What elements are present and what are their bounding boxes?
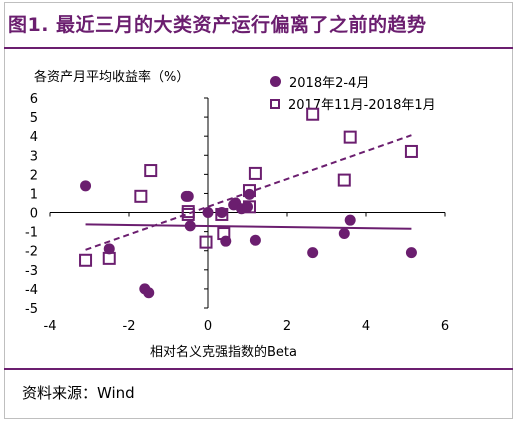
- data-point-circle: [202, 207, 214, 219]
- data-point-circle: [143, 287, 155, 299]
- data-point-square: [134, 189, 148, 203]
- y-tick-label: 5: [30, 111, 38, 126]
- legend-item-series-2: 2017年11月-2018年1月: [270, 94, 436, 113]
- legend-circle-marker: [270, 76, 281, 87]
- y-tick-label: 1: [30, 187, 38, 202]
- legend-label-series-1: 2018年2-4月: [289, 76, 370, 91]
- data-point-square: [404, 144, 418, 158]
- data-point-square: [306, 107, 320, 121]
- y-tick-label: -5: [25, 302, 38, 317]
- data-point-circle: [182, 190, 194, 202]
- legend-item-series-1: 2018年2-4月: [270, 72, 369, 91]
- y-axis-label: 各资产月平均收益率（%）: [34, 70, 190, 85]
- x-tick-label: 2: [283, 319, 291, 334]
- y-tick-label: -3: [25, 264, 38, 279]
- data-point-circle: [80, 180, 92, 192]
- y-tick-label: 2: [30, 168, 38, 183]
- trend-line-series-1: [85, 223, 412, 230]
- y-tick-label: 0: [30, 207, 38, 222]
- x-tick-label: 4: [362, 319, 370, 334]
- chart-title: 图1. 最近三月的大类资产运行偏离了之前的趋势: [8, 14, 427, 36]
- y-tick-label: 3: [30, 149, 38, 164]
- data-point-square: [199, 235, 213, 249]
- y-tick-label: 6: [30, 92, 38, 107]
- data-point-square: [248, 166, 262, 180]
- chart-frame: [4, 2, 513, 419]
- data-point-circle: [405, 247, 417, 259]
- data-point-circle: [344, 214, 356, 226]
- x-tick-label: -2: [123, 319, 136, 334]
- y-tick-label: -4: [25, 283, 38, 298]
- data-point-circle: [307, 247, 319, 259]
- x-tick-label: 0: [204, 319, 212, 334]
- data-point-square: [79, 253, 93, 267]
- x-tick-label: -4: [44, 319, 57, 334]
- data-point-square: [343, 130, 357, 144]
- x-tick-label: 6: [441, 319, 449, 334]
- legend-label-series-2: 2017年11月-2018年1月: [288, 98, 436, 113]
- x-axis-label: 相对名义克强指数的Beta: [150, 345, 297, 360]
- y-tick-label: 4: [30, 130, 38, 145]
- data-point-square: [242, 184, 256, 198]
- source-note: 资料来源：Wind: [22, 384, 135, 402]
- data-point-square: [181, 207, 195, 221]
- data-point-circle: [184, 220, 196, 232]
- data-point-square: [102, 251, 116, 265]
- data-point-square: [144, 164, 158, 178]
- y-tick-label: -2: [25, 245, 38, 260]
- legend-square-marker: [270, 98, 280, 109]
- data-point-square: [217, 227, 231, 241]
- data-point-circle: [243, 188, 255, 200]
- data-point-circle: [249, 234, 261, 246]
- source-divider: [4, 368, 513, 370]
- data-point-square: [215, 207, 229, 221]
- data-point-circle: [103, 243, 115, 255]
- data-point-circle: [338, 228, 350, 240]
- data-point-square: [337, 173, 351, 187]
- data-point-square: [242, 200, 256, 214]
- y-tick-label: -1: [25, 226, 38, 241]
- title-divider: [4, 47, 513, 49]
